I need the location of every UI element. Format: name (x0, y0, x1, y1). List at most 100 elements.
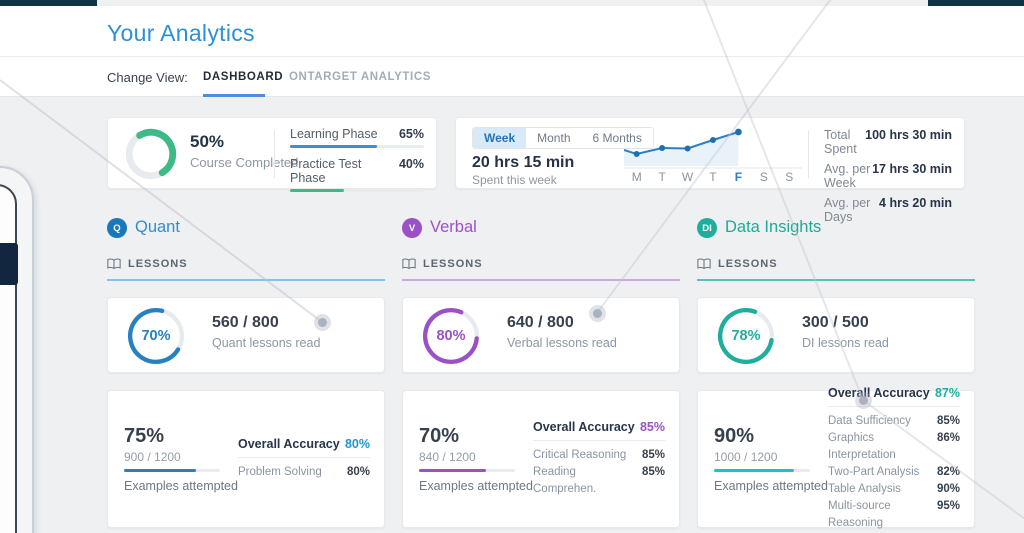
phase-value: 40% (398, 157, 424, 171)
divider (274, 130, 275, 178)
lessons-fraction: 560 / 800 (212, 314, 279, 331)
examples-caption: Examples attempted (419, 479, 533, 493)
lessons-caption: Verbal lessons read (507, 336, 617, 350)
section-underline (402, 279, 680, 281)
ring-percent: 80% (436, 328, 466, 344)
section-title-verbal: Verbal (430, 218, 477, 236)
device-mockup-header (0, 243, 18, 285)
quant-lessons-card: 70% 560 / 800 Quant lessons read (107, 297, 385, 373)
accuracy-value: 80% (344, 437, 370, 451)
page-header: Your Analytics (0, 6, 1024, 57)
row-label: Graphics Interpretation (828, 432, 896, 461)
examples-percent: 90% (714, 425, 755, 447)
accuracy-breakdown-row: Critical Reasoning 85% (533, 447, 665, 464)
accuracy-breakdown-row: Two-Part Analysis 82% (828, 464, 960, 481)
lessons-fraction: 300 / 500 (802, 314, 869, 331)
book-icon (107, 258, 121, 270)
row-label: Two-Part Analysis (828, 466, 920, 478)
ring-percent: 70% (141, 328, 171, 344)
stat-avg-per-days: Avg. per Days 4 hrs 20 min (824, 196, 952, 224)
section-title-data-insights: Data Insights (725, 218, 822, 236)
time-spent-label: Spent this week (472, 173, 557, 187)
examples-progressbar (419, 469, 515, 472)
verbal-badge-icon: V (402, 218, 422, 238)
overall-accuracy-row: Overall Accuracy 87% (828, 386, 960, 407)
examples-progressbar (124, 469, 220, 472)
weekly-line-chart (624, 128, 802, 169)
ring-percent: 78% (731, 328, 761, 344)
data-insights-badge-icon: DI (697, 218, 717, 238)
lessons-fraction: 640 / 800 (507, 314, 574, 331)
row-label: Reading Comprehen. (533, 466, 597, 495)
axis-label: T (658, 170, 666, 184)
examples-caption: Examples attempted (124, 479, 238, 493)
device-mockup-screen (0, 184, 17, 533)
data-insights-lessons-card: 78% 300 / 500 DI lessons read (697, 297, 975, 373)
background-strip (928, 0, 1024, 6)
examples-fraction: 1000 / 1200 (714, 450, 778, 464)
row-label: Multi-source Reasoning (828, 500, 891, 529)
row-value: 85% (641, 466, 665, 478)
book-icon (697, 258, 711, 270)
accuracy-label: Overall Accuracy (238, 437, 340, 451)
row-label: Critical Reasoning (533, 449, 627, 461)
phase-practice-test: Practice Test Phase 40% (290, 157, 424, 192)
weekday-axis: M T W T F S S (624, 170, 802, 184)
stat-avg-per-week: Avg. per Week 17 hrs 30 min (824, 162, 952, 190)
data-insights-accuracy-card: 90% 1000 / 1200 Examples attempted Overa… (697, 386, 975, 529)
row-value: 90% (936, 483, 960, 495)
accuracy-breakdown-row: Table Analysis 90% (828, 481, 960, 498)
verbal-lessons-card: 80% 640 / 800 Verbal lessons read (402, 297, 680, 373)
stat-value: 100 hrs 30 min (865, 128, 952, 142)
accuracy-breakdown-row: Multi-source Reasoning 95% (828, 498, 960, 532)
stat-value: 4 hrs 20 min (879, 196, 952, 210)
examples-fraction: 900 / 1200 (124, 450, 181, 464)
tab-month[interactable]: Month (526, 128, 582, 148)
tab-6-months[interactable]: 6 Months (581, 128, 653, 148)
accuracy-breakdown-row: Problem Solving 80% (238, 464, 370, 481)
section-underline (697, 279, 975, 281)
phase-label: Practice Test Phase (290, 157, 362, 185)
stat-label: Avg. per Days (824, 196, 871, 224)
lessons-label: LESSONS (718, 258, 778, 270)
examples-caption: Examples attempted (714, 479, 828, 493)
row-value: 86% (936, 432, 960, 444)
tab-dashboard[interactable]: DASHBOARD (203, 71, 284, 97)
lessons-caption: Quant lessons read (212, 336, 321, 350)
lessons-caption: DI lessons read (802, 336, 889, 350)
row-label: Data Sufficiency (828, 415, 911, 427)
axis-label: W (681, 170, 694, 184)
divider (808, 130, 809, 178)
row-label: Table Analysis (828, 483, 901, 495)
tab-ontarget-analytics[interactable]: ONTARGET ANALYTICS (289, 71, 431, 83)
row-value: 82% (936, 466, 960, 478)
axis-label-active: F (734, 170, 743, 184)
change-view-label: Change View: (107, 70, 188, 85)
time-range-tabs: Week Month 6 Months (472, 127, 654, 149)
time-spent-value: 20 hrs 15 min (472, 154, 575, 171)
lessons-heading: LESSONS (402, 258, 483, 270)
accuracy-label: Overall Accuracy (828, 386, 930, 400)
row-value: 95% (936, 500, 960, 512)
axis-label: T (709, 170, 717, 184)
tab-week[interactable]: Week (473, 128, 527, 148)
row-value: 85% (641, 449, 665, 461)
axis-label: S (785, 170, 794, 184)
stat-label: Avg. per Week (824, 162, 871, 190)
phase-learning: Learning Phase 65% (290, 127, 424, 148)
accuracy-breakdown-row: Data Sufficiency 85% (828, 413, 960, 430)
phase-value: 65% (398, 127, 424, 141)
verbal-lessons-ring-chart (423, 308, 479, 364)
course-completed-card: 50% Course Completed Learning Phase 65% … (107, 117, 437, 192)
course-percent: 50% (190, 132, 225, 151)
page-title: Your Analytics (107, 20, 255, 46)
lessons-heading: LESSONS (697, 258, 778, 270)
phase-progressbar (290, 189, 424, 192)
lessons-heading: LESSONS (107, 258, 188, 270)
row-value: 80% (346, 466, 370, 478)
examples-percent: 70% (419, 425, 460, 447)
course-donut-chart (125, 128, 177, 180)
accuracy-breakdown-row: Reading Comprehen. 85% (533, 464, 665, 498)
background-strip (0, 0, 97, 7)
